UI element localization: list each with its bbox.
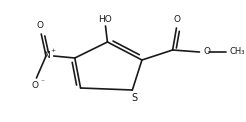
Text: HO: HO [99,15,112,25]
Text: N: N [43,51,49,61]
Text: O: O [31,81,38,91]
Text: ⁻: ⁻ [40,77,44,86]
Text: O: O [37,21,44,30]
Text: O: O [174,15,181,25]
Text: S: S [131,93,137,103]
Text: +: + [50,47,55,52]
Text: O: O [203,47,210,56]
Text: CH₃: CH₃ [229,47,245,56]
